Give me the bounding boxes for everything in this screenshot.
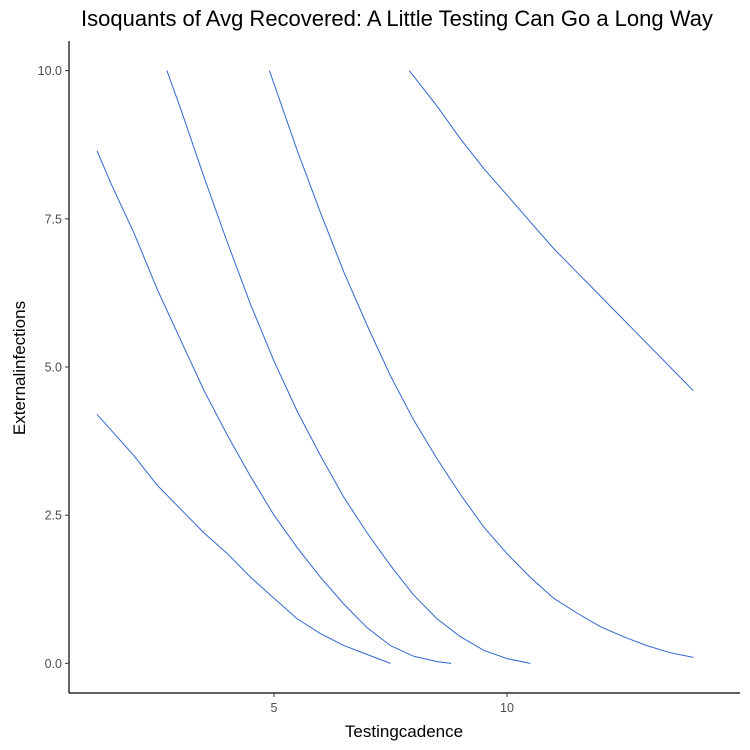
x-tick-label: 5: [271, 701, 278, 715]
y-axis-ticks: 0.0 2.5 5.0 7.5 10.0: [38, 64, 69, 671]
y-tick-label: 7.5: [45, 212, 62, 226]
y-tick-label: 2.5: [45, 509, 62, 523]
isoquant-line-3: [166, 70, 531, 664]
isoquant-line-2: [96, 150, 452, 664]
y-tick-label: 10.0: [38, 64, 62, 78]
isoquant-line-4: [268, 70, 694, 658]
isoquant-line-5: [408, 70, 694, 392]
y-tick-label: 5.0: [45, 361, 62, 375]
x-axis-ticks: 5 10: [271, 693, 514, 715]
y-axis-title: Externalinfections: [10, 301, 29, 435]
x-axis-title: Testingcadence: [345, 722, 463, 741]
x-tick-label: 10: [500, 701, 514, 715]
isoquant-line-1: [96, 414, 391, 664]
plot-area: [96, 70, 694, 664]
y-tick-label: 0.0: [45, 657, 62, 671]
chart-title: Isoquants of Avg Recovered: A Little Tes…: [81, 6, 713, 31]
